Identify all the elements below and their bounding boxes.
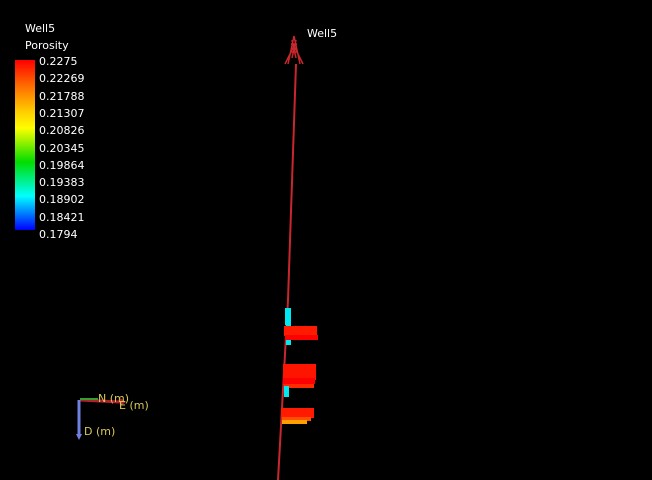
log-bar: [281, 408, 314, 418]
log-bar: [284, 326, 317, 336]
legend-property-name: Porosity: [25, 39, 69, 52]
well-label: Well5: [307, 27, 338, 40]
log-bar: [282, 417, 311, 421]
colorbar-tick-label: 0.18421: [39, 210, 85, 224]
colorbar-tick-label: 0.19864: [39, 158, 85, 172]
colorbar-tick-label: 0.1794: [39, 228, 78, 241]
log-bar: [283, 378, 315, 384]
log-bar: [284, 386, 289, 397]
log-bar: [282, 420, 307, 424]
colorbar-tick-label: 0.22269: [39, 72, 85, 86]
colorbar-tick-label: 0.19383: [39, 176, 85, 190]
colorbar-tick-label: 0.20826: [39, 124, 85, 138]
colorbar-tick-label: 0.21788: [39, 89, 85, 103]
north-axis-label: N (m): [98, 392, 130, 405]
orientation-axes: [76, 398, 126, 440]
colorbar-tick-label: 0.2275: [39, 55, 78, 68]
well-trajectory[interactable]: [277, 63, 297, 480]
log-bar: [285, 308, 291, 325]
down-axis-label: D (m): [84, 425, 116, 438]
legend-well-name: Well5: [25, 22, 56, 35]
colorbar-tick-label: 0.20345: [39, 141, 85, 155]
log-bar: [284, 384, 314, 388]
log-bar: [283, 364, 316, 380]
porosity-colorbar: [15, 60, 35, 230]
east-axis-label: E (m): [119, 399, 149, 412]
colorbar-tick-label: 0.18902: [39, 193, 85, 207]
colorbar-tick-label: 0.21307: [39, 106, 85, 120]
log-bar: [285, 335, 318, 340]
porosity-log: [281, 308, 318, 424]
well-derrick-icon: [284, 35, 304, 65]
